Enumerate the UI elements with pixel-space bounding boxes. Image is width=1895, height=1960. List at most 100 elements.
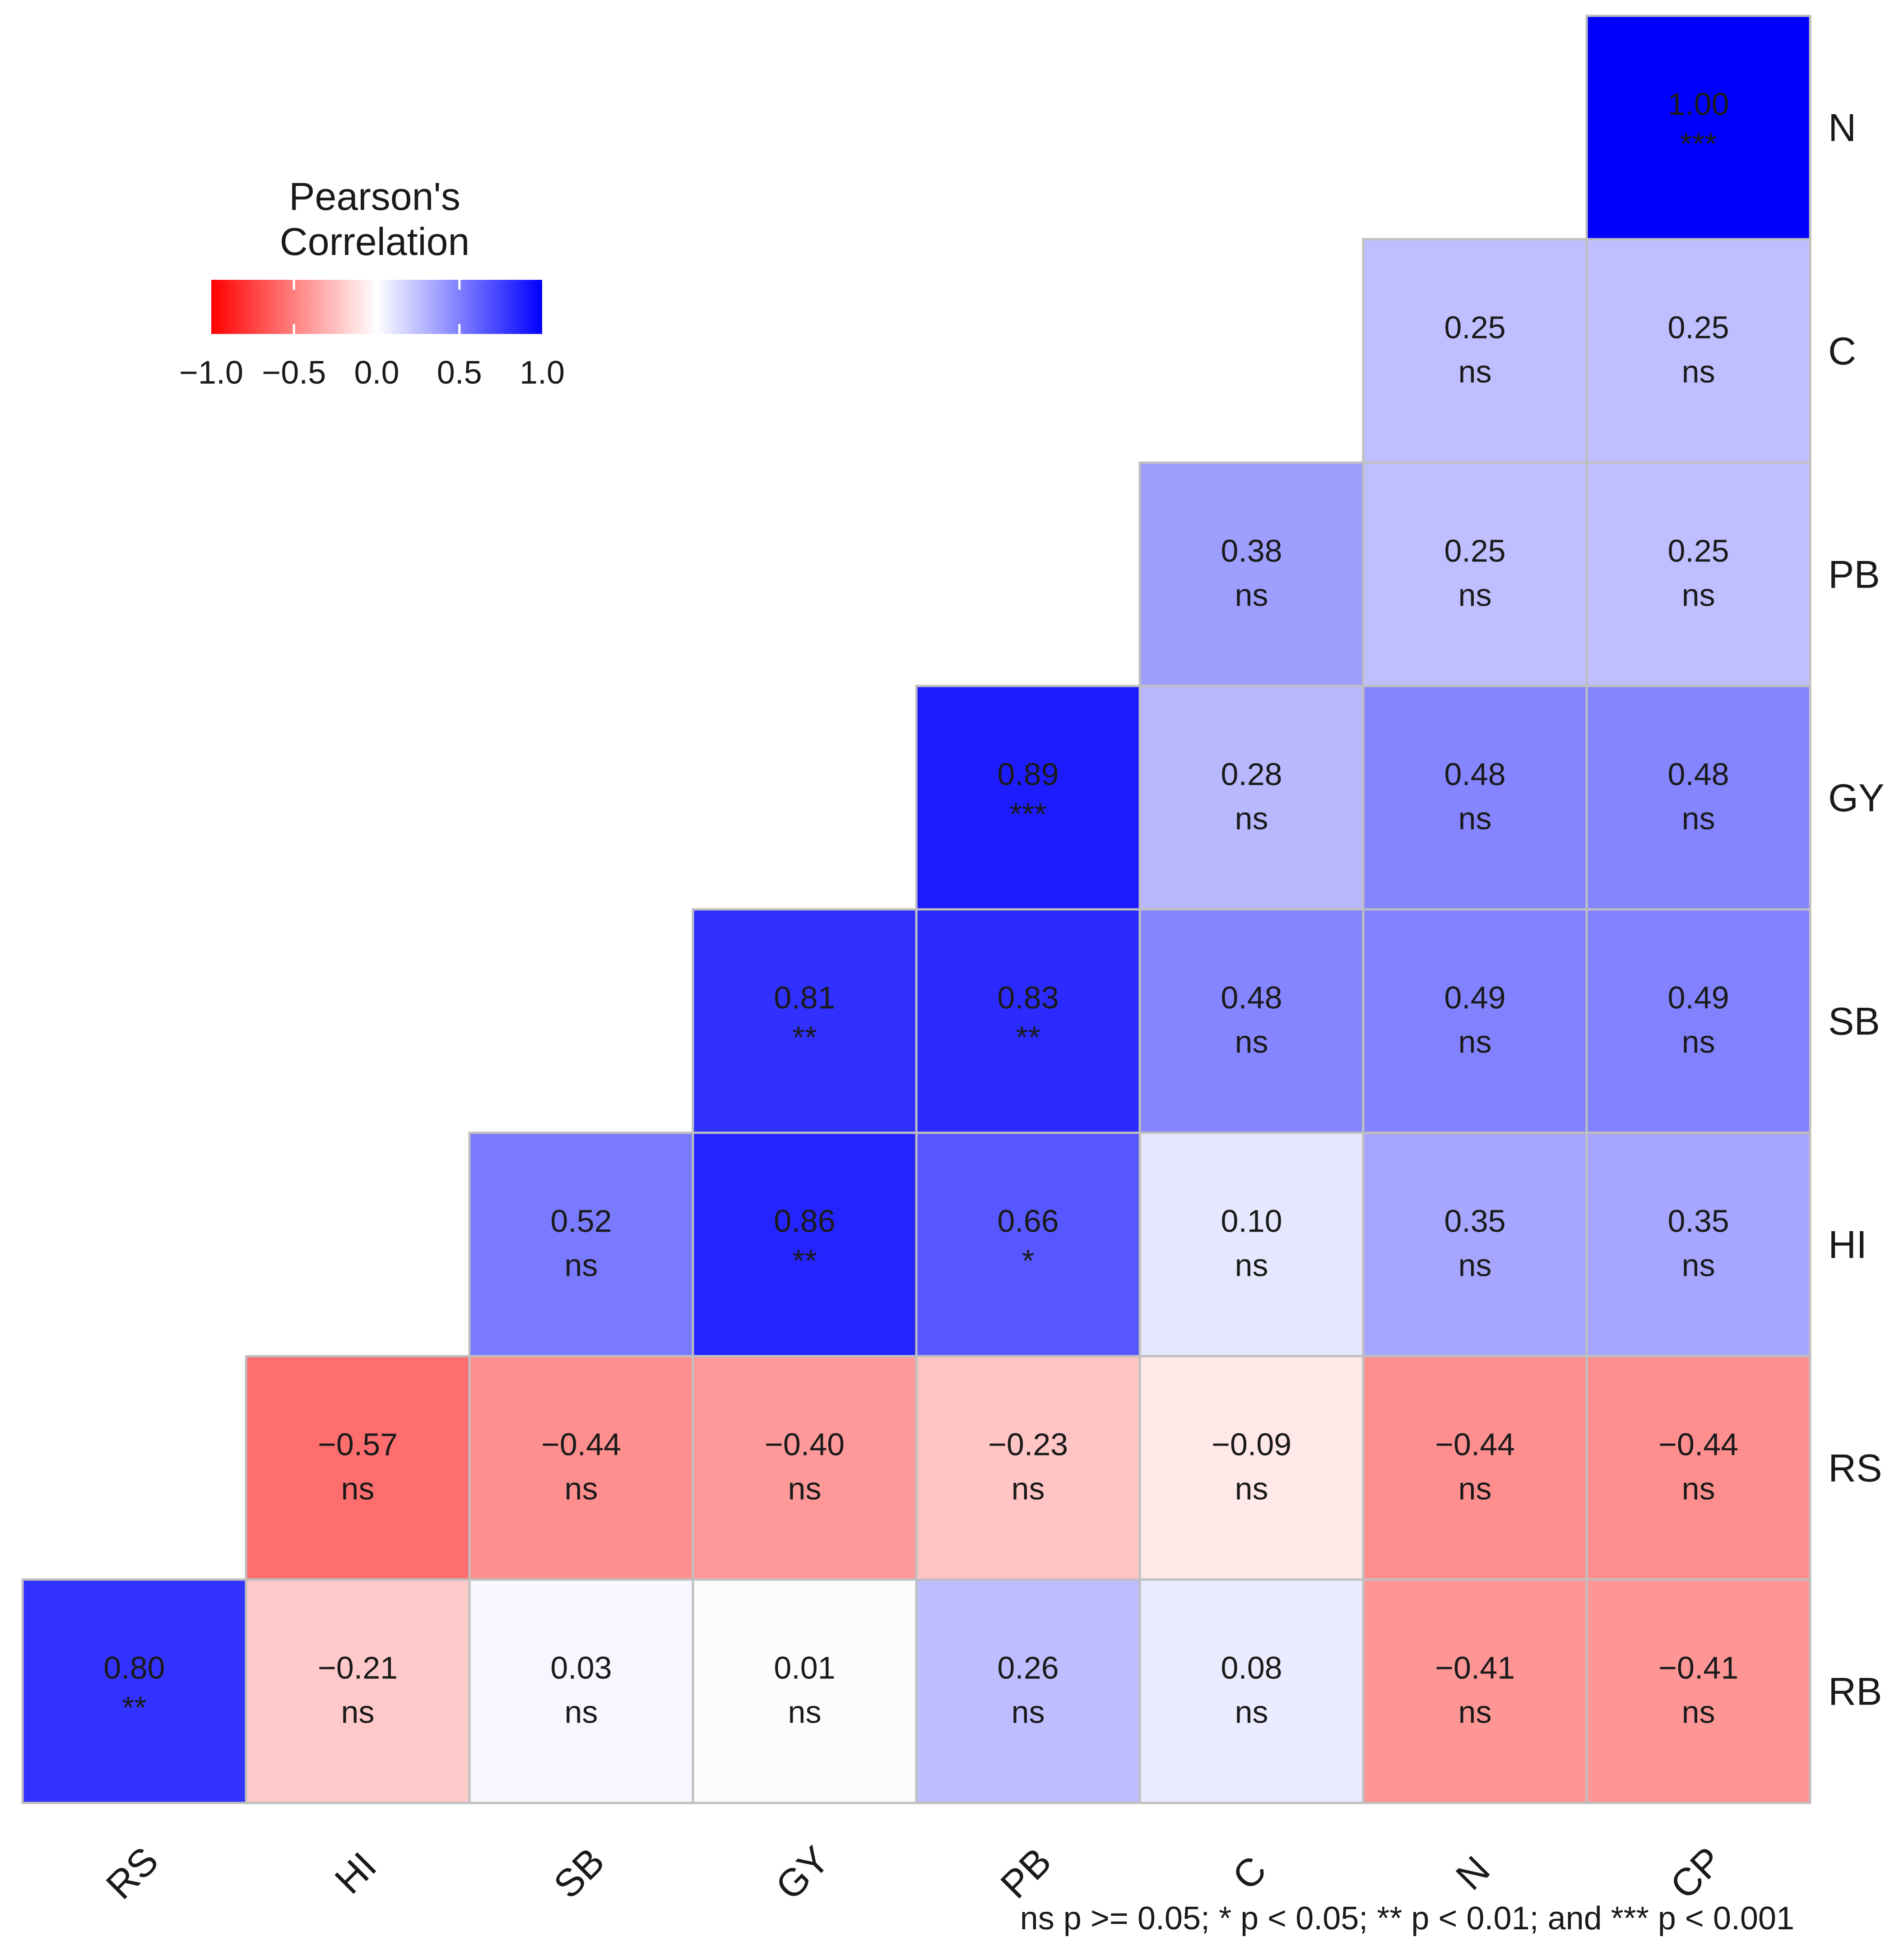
heatmap-cell: 0.25 ns bbox=[1585, 461, 1811, 687]
cell-significance-label: ns bbox=[1235, 1695, 1268, 1730]
heatmap-cell: −0.41 ns bbox=[1585, 1578, 1811, 1804]
heatmap-cell-rect bbox=[1585, 1355, 1811, 1581]
heatmap-cell: 0.35 ns bbox=[1585, 1131, 1811, 1358]
heatmap-cell-rect bbox=[468, 1131, 694, 1358]
legend-tick-label: 1.0 bbox=[520, 355, 565, 391]
cell-significance-label: ns bbox=[788, 1695, 822, 1730]
cell-value-label: 0.48 bbox=[1221, 980, 1282, 1015]
cell-significance-label: ns bbox=[1235, 1248, 1268, 1283]
cell-value-label: 0.48 bbox=[1444, 757, 1505, 792]
heatmap-cell-rect bbox=[692, 1578, 918, 1804]
cell-significance-label: ns bbox=[1458, 1471, 1492, 1506]
heatmap-cell-rect bbox=[1585, 1131, 1811, 1358]
heatmap-cell-rect bbox=[915, 1131, 1141, 1358]
x-axis-label: RS bbox=[98, 1839, 167, 1907]
cell-value-label: 0.25 bbox=[1667, 533, 1729, 569]
heatmap-cell: 0.81 ** bbox=[692, 908, 918, 1134]
cell-value-label: 0.80 bbox=[103, 1650, 165, 1686]
x-axis-labels: RS HI SB GY PB C N CP bbox=[98, 1838, 1731, 1909]
legend-tick-label: −1.0 bbox=[179, 355, 243, 391]
cell-value-label: −0.44 bbox=[541, 1427, 621, 1462]
cell-value-label: 0.86 bbox=[774, 1204, 835, 1239]
heatmap-cell-rect bbox=[1138, 461, 1365, 687]
heatmap-cell-rect bbox=[915, 1355, 1141, 1581]
cell-value-label: 0.49 bbox=[1444, 980, 1505, 1015]
heatmap-cell-rect bbox=[1585, 461, 1811, 687]
heatmap-cell: −0.44 ns bbox=[468, 1355, 694, 1581]
cell-value-label: 0.66 bbox=[997, 1204, 1059, 1239]
heatmap-cell: 0.80 ** bbox=[21, 1578, 247, 1804]
cell-value-label: 0.83 bbox=[997, 980, 1059, 1015]
cell-value-label: 0.25 bbox=[1444, 310, 1505, 345]
heatmap-cell-rect bbox=[692, 1131, 918, 1358]
cell-significance-label: ns bbox=[565, 1695, 598, 1730]
heatmap-cell-rect bbox=[468, 1355, 694, 1581]
heatmap-cell: 0.52 ns bbox=[468, 1131, 694, 1358]
cell-significance-label: ** bbox=[792, 1243, 817, 1279]
heatmap-cell-rect bbox=[915, 1578, 1141, 1804]
heatmap-cell-rect bbox=[692, 1355, 918, 1581]
cell-significance-label: ns bbox=[1682, 578, 1715, 613]
cell-value-label: −0.57 bbox=[318, 1427, 398, 1462]
heatmap-cell-rect bbox=[1362, 1131, 1588, 1358]
heatmap-cell-rect bbox=[1362, 685, 1588, 911]
cell-value-label: −0.41 bbox=[1658, 1650, 1738, 1686]
heatmap-cell: 0.28 ns bbox=[1138, 685, 1365, 911]
heatmap-cell-rect bbox=[1362, 461, 1588, 687]
cell-value-label: 0.49 bbox=[1667, 980, 1729, 1015]
heatmap-cell-rect bbox=[21, 1578, 247, 1804]
legend-tick-label: −0.5 bbox=[262, 355, 326, 391]
y-axis-label: GY bbox=[1828, 777, 1884, 820]
cell-significance-label: ns bbox=[1682, 1024, 1715, 1060]
heatmap-cell-rect bbox=[1585, 685, 1811, 911]
cell-value-label: 0.25 bbox=[1444, 533, 1505, 569]
cell-value-label: 0.26 bbox=[997, 1650, 1059, 1686]
heatmap-cell: 0.48 ns bbox=[1585, 685, 1811, 911]
cell-significance-label: *** bbox=[1010, 797, 1047, 832]
heatmap-cell-rect bbox=[1585, 908, 1811, 1134]
cell-value-label: −0.41 bbox=[1435, 1650, 1515, 1686]
y-axis-label: HI bbox=[1828, 1223, 1867, 1267]
x-axis-label: PB bbox=[993, 1840, 1060, 1907]
y-axis-label: SB bbox=[1828, 1000, 1880, 1043]
cell-value-label: 0.25 bbox=[1667, 310, 1729, 345]
cell-significance-label: ns bbox=[1235, 578, 1268, 613]
heatmap-cell-rect bbox=[1362, 908, 1588, 1134]
heatmap-cell-rect bbox=[1585, 238, 1811, 464]
heatmap-cell: 0.38 ns bbox=[1138, 461, 1365, 687]
cell-significance-label: ns bbox=[1458, 578, 1492, 613]
legend: Pearson's Correlation −1.0 −0.5 0.0 0.5 1.0 bbox=[179, 175, 565, 391]
cell-value-label: −0.21 bbox=[318, 1650, 398, 1686]
heatmap-cell-rect bbox=[1362, 1355, 1588, 1581]
heatmap-cell: 0.86 ** bbox=[692, 1131, 918, 1358]
heatmap-cell: 0.49 ns bbox=[1362, 908, 1588, 1134]
x-axis-label: GY bbox=[767, 1838, 838, 1909]
heatmap-cell: 0.48 ns bbox=[1138, 908, 1365, 1134]
heatmap-cell: 0.89 *** bbox=[915, 685, 1141, 911]
cell-value-label: −0.40 bbox=[765, 1427, 845, 1462]
cell-significance-label: ns bbox=[1458, 801, 1492, 836]
heatmap-cell-rect bbox=[245, 1578, 471, 1804]
heatmap-cell: 0.10 ns bbox=[1138, 1131, 1365, 1358]
heatmap-cell: 0.25 ns bbox=[1362, 461, 1588, 687]
x-axis-label: HI bbox=[327, 1844, 385, 1902]
heatmap-cell-rect bbox=[1362, 238, 1588, 464]
heatmap-cell-rect bbox=[1138, 1355, 1365, 1581]
cell-value-label: 0.35 bbox=[1444, 1204, 1505, 1239]
heatmap-cell-rect bbox=[468, 1578, 694, 1804]
heatmap-cell: 0.35 ns bbox=[1362, 1131, 1588, 1358]
heatmap-cell-rect bbox=[1585, 1578, 1811, 1804]
y-axis-label: PB bbox=[1828, 553, 1880, 597]
cell-value-label: 0.08 bbox=[1221, 1650, 1282, 1686]
legend-tick-label: 0.0 bbox=[354, 355, 399, 391]
cell-value-label: 0.89 bbox=[997, 757, 1059, 792]
y-axis-label: N bbox=[1828, 107, 1856, 150]
heatmap-cell-rect bbox=[1138, 1578, 1365, 1804]
significance-caption: ns p >= 0.05; * p < 0.05; ** p < 0.01; a… bbox=[1020, 1900, 1794, 1937]
cell-value-label: 1.00 bbox=[1667, 87, 1729, 122]
heatmap-cell: 0.49 ns bbox=[1585, 908, 1811, 1134]
cell-significance-label: ns bbox=[788, 1471, 822, 1506]
cell-value-label: 0.35 bbox=[1667, 1204, 1729, 1239]
cell-value-label: −0.23 bbox=[988, 1427, 1068, 1462]
heatmap-cell: −0.40 ns bbox=[692, 1355, 918, 1581]
